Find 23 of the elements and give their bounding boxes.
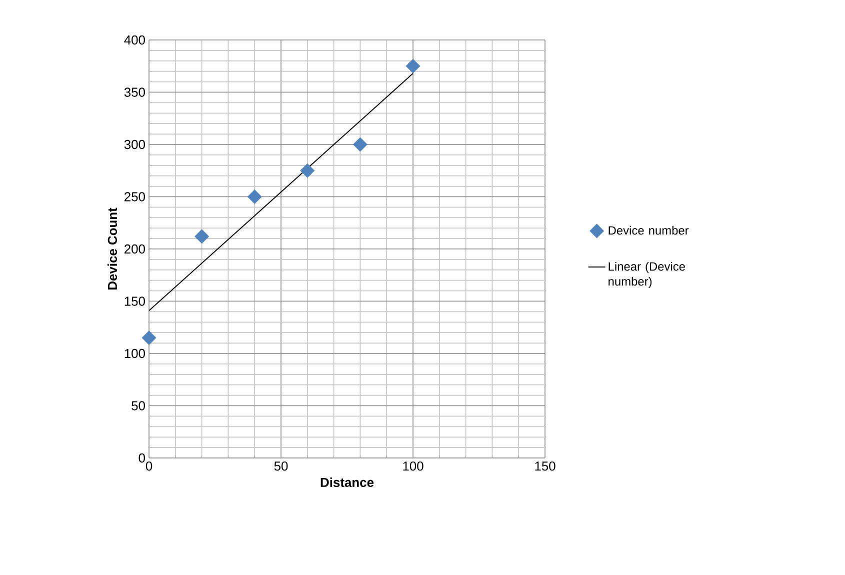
y-tick-label: 300 bbox=[124, 140, 145, 150]
y-tick-label: 100 bbox=[124, 348, 145, 358]
x-axis-title: Distance bbox=[320, 478, 374, 488]
x-tick-label: 150 bbox=[535, 462, 556, 471]
y-tick-label: 250 bbox=[124, 192, 145, 202]
y-tick-label: 400 bbox=[124, 35, 145, 45]
point bbox=[300, 163, 315, 178]
point bbox=[142, 330, 156, 346]
legend-label: Linear (Device number) bbox=[608, 262, 685, 288]
x-tick-label: 50 bbox=[274, 462, 288, 471]
y-tick-label: 150 bbox=[124, 296, 145, 306]
x-tick-label: 0 bbox=[146, 462, 152, 471]
y-tick-label: 50 bbox=[132, 401, 145, 410]
y-tick-label: 0 bbox=[138, 453, 145, 463]
point bbox=[247, 189, 262, 204]
y-tick-label: 350 bbox=[124, 88, 145, 97]
legend-label: Device number bbox=[608, 226, 689, 235]
point bbox=[352, 137, 368, 152]
y-axis-title: Device Count bbox=[108, 208, 118, 290]
point bbox=[406, 58, 420, 74]
x-tick-label: 100 bbox=[403, 462, 424, 471]
y-tick-label: 200 bbox=[124, 244, 145, 254]
point bbox=[194, 229, 210, 244]
